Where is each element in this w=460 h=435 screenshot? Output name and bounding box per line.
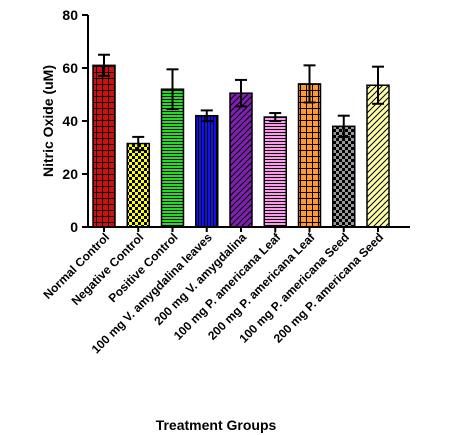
error-bar-7: [303, 64, 316, 104]
error-bar-8: [337, 114, 350, 138]
error-bar-3: [166, 68, 179, 111]
error-bar-2: [132, 135, 145, 152]
bar-9: [366, 84, 390, 228]
y-tick-label: 20: [62, 166, 78, 182]
error-bar-1: [98, 53, 110, 77]
y-axis-label: Nitric Oxide (uM): [40, 65, 56, 177]
y-tick-label: 0: [70, 219, 78, 235]
y-tick-label: 80: [62, 7, 78, 23]
error-bar-6: [269, 112, 282, 122]
bar-5: [229, 92, 253, 228]
bar-2: [126, 142, 150, 228]
y-ticks-group: 0 20 40 60 80: [62, 7, 88, 235]
error-bars-group: [98, 53, 384, 152]
bar-1: [92, 64, 116, 228]
error-bar-9: [372, 65, 384, 105]
bar-4: [195, 114, 219, 228]
y-tick-label: 40: [62, 113, 78, 129]
error-bar-5: [235, 78, 247, 108]
bar-7: [297, 83, 322, 228]
bar-8: [332, 125, 356, 228]
x-axis-label: Treatment Groups: [156, 417, 277, 433]
bars-group: [92, 64, 390, 228]
error-bar-4: [200, 109, 213, 122]
y-tick-label: 60: [62, 60, 78, 76]
bar-6: [263, 116, 287, 228]
